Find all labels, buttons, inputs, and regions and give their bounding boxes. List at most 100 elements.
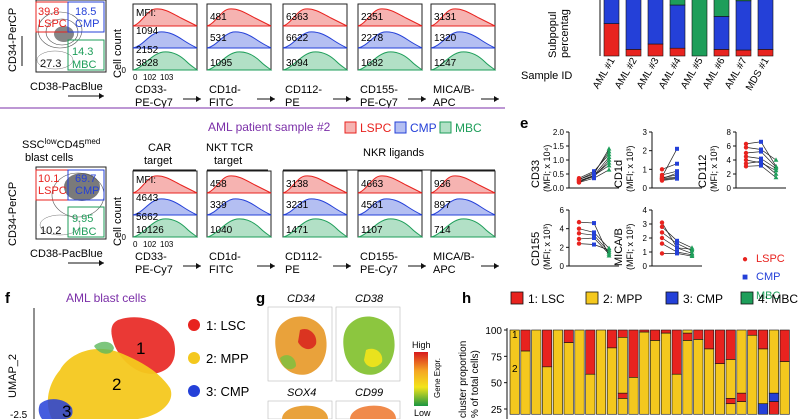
e-point-2-6-0 [743, 161, 749, 166]
p1-gate-x-arrowhead [99, 93, 104, 99]
h-bar-10-seg-0 [617, 329, 628, 338]
e-point-3-4-1 [592, 236, 596, 240]
h-legend-label-2: 3: CMP [683, 292, 723, 306]
e-point-2-6-1 [759, 159, 763, 164]
e-ytick-4-3: 3 [643, 220, 648, 229]
h-bar-1-seg-0 [520, 329, 531, 352]
h-bar-16-seg-0 [682, 329, 693, 334]
e-point-1-6-0 [659, 167, 665, 172]
p1-other-pct: 27.3 [40, 58, 61, 70]
h-bar-23-seg-0 [758, 329, 769, 350]
e-ytick-2-3: 6 [727, 142, 732, 151]
e-point-3-3-0 [576, 226, 582, 231]
e-point-2-6-2 [773, 171, 779, 176]
e-line-1-4 [661, 170, 678, 176]
h-legend-label-3: 4: MBC [758, 292, 798, 306]
e-subplot-1: 0 1 2 3 CD1d (MFI; x 10³) [613, 128, 702, 193]
e-ytick-4-4: 4 [643, 206, 648, 215]
e-point-0-1-2 [606, 163, 612, 168]
p2-gate-ylabel: CD34-PerCP [7, 182, 19, 246]
p1-hist-cmp-0 [132, 31, 198, 49]
p1-hist-1: 481 531 1095 [206, 3, 273, 71]
e-point-2-2-0 [743, 157, 749, 163]
e-point-0-4-1 [592, 169, 596, 174]
e-point-2-5-2 [773, 165, 779, 171]
e-ytick-0-0: 0.0 [553, 184, 565, 193]
gene-scale-low: Low [414, 408, 431, 418]
p2-hist-lspc-2 [282, 175, 348, 194]
h-bar-9-seg-0 [606, 329, 617, 349]
h-bar-25-seg-1 [779, 361, 790, 415]
p2-mfi-lspc-0: 4643 [136, 193, 159, 204]
h-bar-20-seg-3 [725, 403, 736, 415]
panel-d-bar-5-mbc [713, 0, 730, 17]
p1-xlabel-a-3: CD155- [360, 84, 398, 96]
e-point-0-4-2 [606, 151, 612, 157]
e-point-4-2-0 [659, 230, 665, 235]
h-bar-14-seg-0 [660, 329, 671, 334]
p1-xlabel-b-2: PE [285, 97, 300, 109]
p1-xlabel-b-4: APC [433, 97, 456, 109]
p1-xlabel-b-0: PE-Cy7 [135, 97, 173, 109]
e-point-4-0-0 [659, 220, 665, 225]
umap-cmp-cluster [38, 399, 73, 419]
p1-hist-cmp-3 [357, 31, 423, 49]
e-ytick-2-1: 2 [727, 170, 732, 179]
gene-sox4-umap [282, 405, 328, 419]
h-bar-16-seg-2 [682, 340, 693, 415]
h-bar-13-seg-1 [650, 340, 661, 415]
e-ylabel-b-1: (MFI; x 10³) [625, 145, 635, 192]
e-ylabel-b-3: (MFI; x 10³) [542, 223, 552, 270]
e-point-3-4-2 [606, 251, 612, 256]
e-ytick-0-1: 0.5 [553, 170, 565, 179]
f-legend-mpp-dot [188, 352, 200, 364]
p2-mfi-mbc-0: 10126 [136, 225, 164, 236]
h-bar-13-seg-0 [650, 329, 661, 341]
p2-legend: LSPC CMP MBC [344, 121, 482, 135]
e-point-2-4-2 [773, 157, 779, 162]
p2-xlabel-a-3: CD155- [360, 251, 398, 263]
panel-d-ylabel-2: percentag [559, 9, 571, 58]
panel-letter-h: h [462, 290, 471, 307]
e-line-1-0 [661, 176, 678, 180]
p1-hist-lspc-1 [206, 8, 272, 27]
e-point-1-6-1 [675, 161, 679, 166]
h-bar-22-seg-1 [747, 334, 758, 415]
p1-mfi-cmp-0: 2152 [136, 45, 159, 56]
p2-hist-1: 458 339 1040 [206, 170, 273, 238]
h-bar-25-seg-0 [779, 329, 790, 362]
p1-mfi-lspc-0: 1094 [136, 26, 159, 37]
h-bar-24-seg-1 [768, 392, 779, 402]
e-line-1-3 [661, 172, 678, 179]
panel-d-bar-3-lspc [669, 47, 686, 57]
p2-ytick-0: 0 [122, 233, 127, 242]
e-point-3-3-1 [592, 230, 596, 235]
h-bar-19-seg-1 [714, 363, 725, 415]
p2-gate-x-arrowhead [99, 260, 104, 266]
p2-hist-mbc-3 [357, 218, 424, 238]
panel-d-bar-3-cmp [669, 4, 686, 49]
e-ylabel-a-2: CD112 [697, 155, 709, 188]
h-bar-9-seg-1 [606, 347, 617, 415]
panel-d-bar-0-lspc [603, 23, 620, 57]
panel-d-bar-6-mbc [735, 0, 752, 2]
h-bar-20-seg-1 [725, 359, 736, 399]
p2-lspc-label: LSPC [38, 185, 67, 197]
p2-xtick-2: 102 [143, 240, 157, 249]
e-ytick-4-0: 0 [643, 262, 648, 271]
e-legend-cmp: CMP [756, 271, 780, 283]
e-ytick-2-4: 8 [727, 128, 732, 137]
p2-hist-cmp-2 [282, 198, 348, 216]
p1-mfi-lspc-3: 2351 [361, 12, 384, 23]
h-ytick-2: 50 [491, 379, 503, 390]
p2-xlabel-b-4: APC [433, 264, 456, 276]
p1-hist-lspc-0 [132, 8, 198, 27]
p1-mfi-mbc-2: 3094 [286, 58, 309, 69]
p1-mfi-lspc-4: 3131 [434, 12, 457, 23]
f-legend-lsc-dot [188, 319, 200, 331]
p2-xlabel-a-0: CD33- [135, 251, 167, 263]
p2-hist-0: MFI: 4643 5662 10126 [132, 170, 199, 238]
p2-mfi-cmp-4: 897 [434, 200, 451, 211]
h-bar-17-seg-0 [693, 329, 704, 340]
gene-scale-bar [414, 352, 428, 406]
